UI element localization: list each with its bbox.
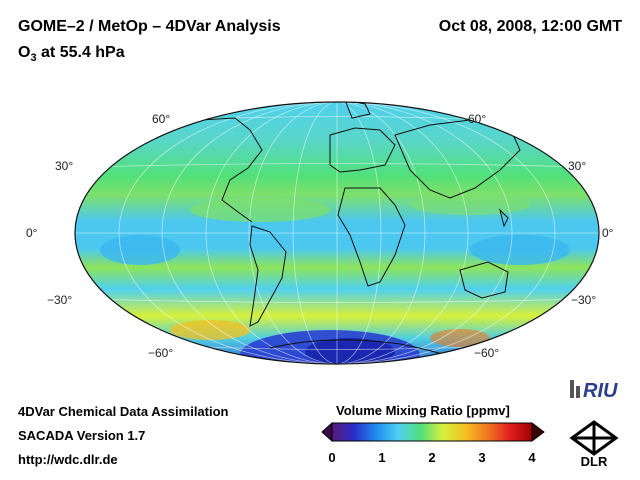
lat-label-left: 0° bbox=[26, 226, 38, 240]
lat-label-right: 60° bbox=[468, 112, 486, 126]
lat-label-right: 30° bbox=[568, 159, 586, 173]
lat-label-right: −60° bbox=[474, 346, 499, 360]
colorbar-tick: 3 bbox=[478, 450, 486, 465]
colorbar-max-arrow bbox=[531, 422, 545, 442]
footer-line-2: SACADA Version 1.7 bbox=[18, 428, 146, 443]
globe-outline bbox=[74, 101, 600, 365]
lat-label-right: 0° bbox=[602, 226, 614, 240]
colorbar-tick: 1 bbox=[378, 450, 386, 465]
lat-label-left: −60° bbox=[148, 346, 173, 360]
map-datetime: Oct 08, 2008, 12:00 GMT bbox=[438, 18, 622, 35]
colorbar-tick: 0 bbox=[328, 450, 336, 465]
map-title: GOME–2 / MetOp – 4DVar Analysis bbox=[18, 18, 281, 35]
ozone-field bbox=[75, 102, 599, 364]
colorbar-title: Volume Mixing Ratio [ppmv] bbox=[336, 403, 510, 418]
lat-label-left: −30° bbox=[47, 293, 72, 307]
colorbar bbox=[321, 421, 545, 443]
colorbar-bar bbox=[331, 422, 533, 442]
colorbar-min-arrow bbox=[321, 421, 333, 443]
lat-label-left: 60° bbox=[152, 112, 170, 126]
svg-text:DLR: DLR bbox=[581, 454, 608, 468]
ozone-map: 60° 30° 0° −30° −60° 60° 30° 0° −30° −60… bbox=[26, 101, 614, 365]
riu-logo: RIU bbox=[570, 380, 618, 402]
colorbar-tick: 2 bbox=[428, 450, 436, 465]
riu-mark bbox=[570, 380, 574, 398]
map-subtitle: O3 at 55.4 hPa bbox=[18, 44, 125, 65]
lat-label-right: −30° bbox=[571, 293, 596, 307]
colorbar-tick: 4 bbox=[528, 450, 536, 465]
footer-line-3[interactable]: http://wdc.dlr.de bbox=[18, 452, 118, 467]
footer-line-1: 4DVar Chemical Data Assimilation bbox=[18, 404, 229, 419]
lat-label-left: 30° bbox=[55, 159, 73, 173]
coastlines bbox=[199, 102, 521, 361]
svg-text:RIU: RIU bbox=[583, 380, 618, 402]
dlr-logo: DLR bbox=[569, 420, 619, 468]
